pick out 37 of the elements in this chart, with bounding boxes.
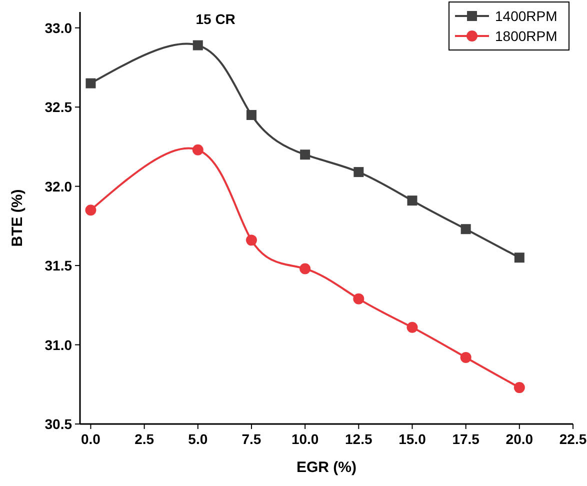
point	[246, 234, 257, 246]
point	[514, 382, 525, 394]
x-tick-label: 5.0	[188, 431, 208, 447]
x-tick-label: 15.0	[398, 431, 426, 447]
legend-label: 1400RPM	[495, 8, 558, 24]
x-tick-label: 17.5	[452, 431, 480, 447]
point	[246, 110, 256, 120]
legend-label: 1800RPM	[495, 28, 558, 44]
y-tick-label: 32.0	[44, 178, 72, 194]
point	[300, 263, 311, 274]
y-tick-label: 32.5	[44, 99, 72, 116]
point	[460, 352, 472, 363]
x-axis-title: EGR (%)	[296, 459, 357, 476]
x-tick-label: 2.5	[134, 431, 154, 447]
point	[407, 196, 418, 206]
point	[85, 204, 96, 216]
point	[354, 167, 364, 178]
point	[353, 293, 364, 304]
point	[192, 40, 203, 50]
point	[406, 322, 418, 333]
x-tick-label: 12.5	[345, 431, 372, 447]
y-tick-label: 31.5	[44, 258, 72, 274]
point	[514, 252, 524, 263]
x-tick-label: 20.0	[506, 431, 534, 447]
chart-title: 15 CR	[196, 11, 236, 27]
y-tick-label: 30.5	[44, 416, 72, 432]
y-tick-label: 33.0	[44, 20, 72, 36]
y-tick-label: 31.0	[44, 336, 72, 353]
x-tick-label: 7.5	[242, 431, 262, 447]
point	[86, 78, 96, 88]
x-tick-label: 22.5	[559, 431, 587, 447]
point	[192, 144, 204, 156]
point	[300, 150, 310, 160]
y-axis-title: BTE (%)	[9, 189, 26, 247]
x-tick-label: 0.0	[80, 431, 101, 447]
point	[460, 224, 471, 234]
x-tick-label: 10.0	[291, 431, 319, 447]
